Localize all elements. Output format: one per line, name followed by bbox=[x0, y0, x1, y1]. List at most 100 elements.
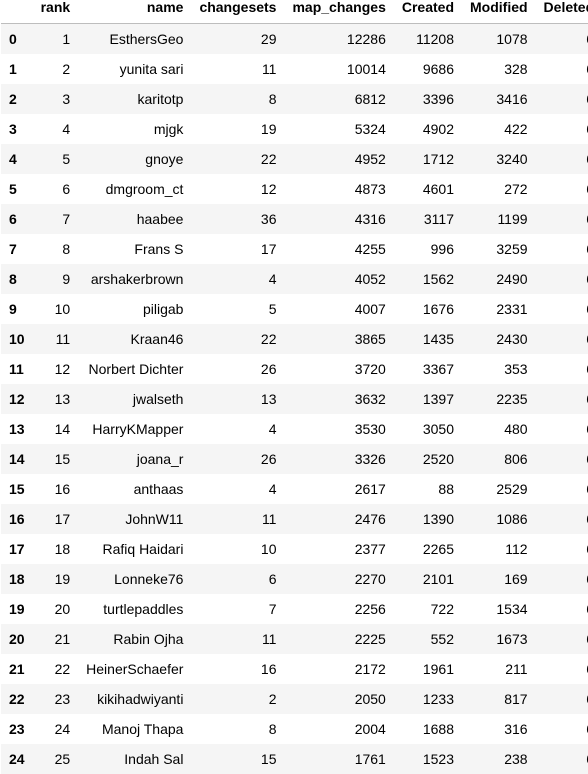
cell-rank: 7 bbox=[62, 211, 71, 227]
row-index: 6 bbox=[9, 211, 17, 227]
cell-rank: 16 bbox=[54, 481, 71, 497]
table-row: 1 2 yunita sari 11 10014 9686 328 0 bbox=[1, 54, 588, 84]
cell-created: 4902 bbox=[422, 121, 454, 137]
cell-changesets: 26 bbox=[260, 451, 277, 467]
cell-name: yunita sari bbox=[119, 61, 184, 77]
table-row: 18 19 Lonneke76 6 2270 2101 169 0 bbox=[1, 564, 588, 594]
cell-changesets: 17 bbox=[260, 241, 277, 257]
row-index: 10 bbox=[9, 331, 25, 347]
cell-deleted: 0 bbox=[536, 624, 588, 654]
header-row: rank name changesets map_changes Created… bbox=[1, 0, 588, 24]
cell-modified: 422 bbox=[504, 121, 528, 137]
cell-created: 3117 bbox=[423, 211, 454, 227]
cell-name: anthaas bbox=[133, 481, 184, 497]
table-row: 13 14 HarryKMapper 4 3530 3050 480 0 bbox=[1, 414, 588, 444]
table-row: 24 25 Indah Sal 15 1761 1523 238 0 bbox=[1, 744, 588, 774]
cell-rank: 13 bbox=[54, 391, 71, 407]
cell-modified: 272 bbox=[504, 181, 528, 197]
cell-map-changes: 2004 bbox=[354, 721, 386, 737]
header-name: name bbox=[78, 0, 192, 24]
row-index: 15 bbox=[9, 481, 25, 497]
row-index: 21 bbox=[9, 661, 25, 677]
cell-map-changes: 2050 bbox=[354, 691, 386, 707]
cell-changesets: 8 bbox=[268, 91, 277, 107]
cell-name: HarryKMapper bbox=[92, 421, 184, 437]
cell-map-changes: 6812 bbox=[354, 91, 386, 107]
cell-name: Lonneke76 bbox=[114, 571, 184, 587]
cell-deleted: 0 bbox=[536, 414, 588, 444]
cell-rank: 25 bbox=[54, 751, 71, 767]
cell-rank: 1 bbox=[62, 31, 71, 47]
cell-map-changes: 2172 bbox=[354, 661, 386, 677]
cell-map-changes: 3326 bbox=[354, 451, 386, 467]
cell-created: 996 bbox=[430, 241, 454, 257]
cell-created: 1435 bbox=[422, 331, 454, 347]
cell-modified: 1078 bbox=[496, 31, 528, 47]
cell-deleted: 0 bbox=[536, 24, 588, 55]
cell-modified: 328 bbox=[504, 61, 528, 77]
cell-modified: 1534 bbox=[496, 601, 528, 617]
cell-rank: 5 bbox=[62, 151, 71, 167]
cell-created: 88 bbox=[438, 481, 454, 497]
cell-modified: 112 bbox=[505, 541, 528, 557]
cell-rank: 3 bbox=[62, 91, 71, 107]
row-index: 9 bbox=[9, 301, 17, 317]
cell-modified: 1086 bbox=[496, 511, 528, 527]
cell-created: 1712 bbox=[422, 151, 454, 167]
cell-map-changes: 2617 bbox=[354, 481, 386, 497]
table-row: 5 6 dmgroom_ct 12 4873 4601 272 0 bbox=[1, 174, 588, 204]
cell-created: 1397 bbox=[422, 391, 454, 407]
cell-deleted: 0 bbox=[536, 84, 588, 114]
cell-deleted: 0 bbox=[536, 174, 588, 204]
cell-changesets: 11 bbox=[261, 511, 277, 527]
cell-name: HeinerSchaefer bbox=[86, 661, 184, 677]
row-index: 23 bbox=[9, 721, 25, 737]
cell-deleted: 0 bbox=[536, 534, 588, 564]
cell-name: EsthersGeo bbox=[109, 31, 184, 47]
cell-created: 1523 bbox=[422, 751, 454, 767]
header-created: Created bbox=[393, 0, 462, 24]
cell-deleted: 0 bbox=[536, 144, 588, 174]
cell-rank: 19 bbox=[54, 571, 71, 587]
cell-rank: 17 bbox=[54, 511, 71, 527]
cell-created: 1961 bbox=[422, 661, 454, 677]
cell-name: piligab bbox=[142, 301, 184, 317]
cell-map-changes: 10014 bbox=[346, 61, 386, 77]
row-index: 22 bbox=[9, 691, 25, 707]
cell-changesets: 36 bbox=[260, 211, 277, 227]
cell-created: 4601 bbox=[422, 181, 454, 197]
cell-map-changes: 12286 bbox=[346, 31, 386, 47]
cell-deleted: 0 bbox=[536, 444, 588, 474]
cell-modified: 3259 bbox=[496, 241, 528, 257]
cell-name: karitotp bbox=[137, 91, 184, 107]
table-row: 11 12 Norbert Dichter 26 3720 3367 353 0 bbox=[1, 354, 588, 384]
cell-modified: 2529 bbox=[496, 481, 528, 497]
table-row: 2 3 karitotp 8 6812 3396 3416 0 bbox=[1, 84, 588, 114]
cell-rank: 22 bbox=[54, 661, 71, 677]
cell-deleted: 0 bbox=[536, 234, 588, 264]
row-index: 3 bbox=[9, 121, 17, 137]
table-body: 01EsthersGeo2912286112081078012yunita sa… bbox=[1, 23, 588, 774]
table-row: 7 8 Frans S 17 4255 996 3259 0 bbox=[1, 234, 588, 264]
cell-created: 9686 bbox=[422, 61, 454, 77]
cell-deleted: 0 bbox=[536, 384, 588, 414]
cell-deleted: 0 bbox=[536, 54, 588, 84]
row-index: 4 bbox=[9, 151, 17, 167]
table-row: 0 1 EsthersGeo 29 12286 11208 1078 0 bbox=[1, 23, 588, 55]
header-map-changes: map_changes bbox=[284, 0, 394, 24]
table-row: 4 5 gnoye 22 4952 1712 3240 0 bbox=[1, 144, 588, 174]
cell-name: kikihadwiyanti bbox=[97, 691, 184, 707]
cell-modified: 3416 bbox=[496, 91, 528, 107]
cell-map-changes: 4007 bbox=[354, 301, 386, 317]
cell-name: Rabin Ojha bbox=[113, 631, 184, 647]
cell-name: Kraan46 bbox=[130, 331, 184, 347]
cell-deleted: 0 bbox=[536, 564, 588, 594]
cell-changesets: 13 bbox=[260, 391, 277, 407]
cell-rank: 15 bbox=[54, 451, 71, 467]
cell-modified: 1673 bbox=[496, 631, 528, 647]
cell-modified: 2331 bbox=[496, 301, 528, 317]
cell-created: 3396 bbox=[422, 91, 454, 107]
cell-changesets: 6 bbox=[268, 571, 277, 587]
header-modified: Modified bbox=[462, 0, 536, 24]
cell-modified: 316 bbox=[504, 721, 528, 737]
